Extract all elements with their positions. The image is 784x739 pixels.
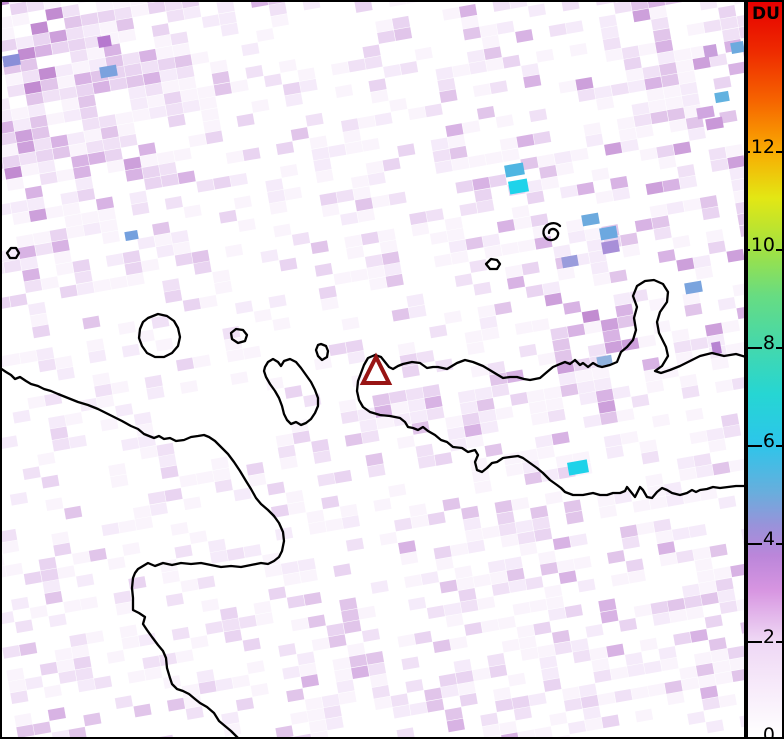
so2-data-pixel xyxy=(730,40,745,55)
map-border xyxy=(0,0,746,739)
so2-data-pixel xyxy=(561,254,579,269)
so2-data-pixel xyxy=(508,178,529,195)
coastline xyxy=(542,222,562,242)
so2-data-pixel xyxy=(599,225,618,241)
colorbar-tick: 6 xyxy=(748,429,782,452)
colorbar-tick-label: 12 xyxy=(750,136,775,158)
colorbar-tick-line xyxy=(776,249,782,251)
volcano-triangle-icon xyxy=(359,352,393,385)
colorbar-tick-label: 2 xyxy=(762,626,775,648)
coastline xyxy=(229,327,249,345)
so2-data-pixel xyxy=(2,53,21,68)
colorbar-tick: 8 xyxy=(748,331,782,354)
so2-data-pixel xyxy=(711,341,722,355)
colorbar-tick: 4 xyxy=(748,527,782,550)
colorbar-tick-line xyxy=(776,641,782,643)
colorbar-tick-label: 0 xyxy=(762,724,775,739)
colorbar-tick-line xyxy=(776,543,782,545)
colorbar-tick-line xyxy=(748,347,762,349)
colorbar-tick-label: 6 xyxy=(762,430,775,452)
so2-data-pixel xyxy=(581,212,600,227)
colorbar-tick-label: 8 xyxy=(762,332,775,354)
coastline xyxy=(484,257,502,271)
colorbar-tick-line xyxy=(748,151,750,153)
coastline xyxy=(1,367,286,738)
colorbar-tick: 0 xyxy=(748,723,782,739)
so2-data-pixel xyxy=(703,43,718,59)
so2-data-pixel xyxy=(705,116,724,131)
coastlines xyxy=(1,222,745,738)
colorbar-tick: 12 xyxy=(748,135,782,158)
colorbar-tick-line xyxy=(748,445,762,447)
so2-data-pixel xyxy=(714,90,730,104)
coastline xyxy=(137,312,182,359)
colorbar-tick-line xyxy=(748,249,750,251)
colorbar-tick-line xyxy=(776,347,782,349)
colorbar-unit-label: DU xyxy=(752,4,780,24)
map-canvas xyxy=(0,0,746,739)
so2-data-pixel xyxy=(99,64,118,79)
colorbar-tick-line xyxy=(776,445,782,447)
colorbar: DU 0 2 4 6 8 10 12 xyxy=(746,0,784,739)
coastline xyxy=(262,357,320,427)
so2-data-pixel xyxy=(696,105,715,120)
so2-data-pixel xyxy=(601,239,620,255)
colorbar-tick-line xyxy=(776,151,782,153)
so2-data-pixel xyxy=(124,229,139,242)
colorbar-tick-line xyxy=(748,543,762,545)
colorbar-tick-label: 10 xyxy=(750,234,775,256)
colorbar-tick-label: 4 xyxy=(762,528,775,550)
so2-data-pixel xyxy=(567,459,589,476)
coastline xyxy=(373,278,745,382)
so2-data-pixel xyxy=(596,354,613,367)
coastline xyxy=(314,342,330,362)
colorbar-tick: 2 xyxy=(748,625,782,648)
so2-pixel-field xyxy=(1,1,745,738)
colorbar-tick: 10 xyxy=(748,233,782,256)
coastline xyxy=(355,353,745,500)
coastline xyxy=(5,246,21,260)
so2-data-pixel xyxy=(97,34,112,49)
so2-data-pixel xyxy=(684,280,703,295)
colorbar-tick-line xyxy=(748,641,762,643)
so2-data-pixel xyxy=(504,162,525,178)
